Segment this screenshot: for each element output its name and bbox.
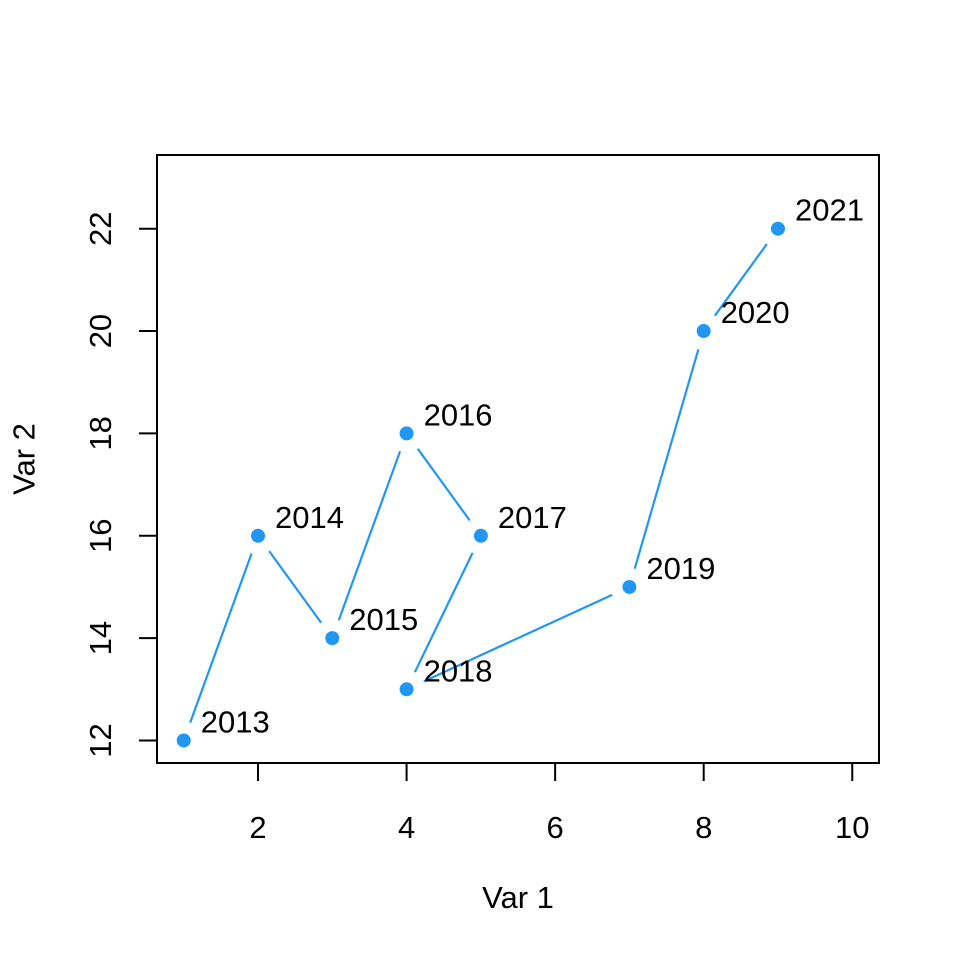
series-line-segment [713,243,768,317]
series-line-segment [337,450,402,621]
x-axis-tick-label: 8 [695,810,712,845]
point-label-2021: 2021 [795,193,864,228]
x-axis-tick-label: 4 [398,810,415,845]
series-line-segment [416,448,471,522]
data-point-2021 [770,221,785,236]
x-axis-tick-label: 2 [249,810,266,845]
data-point-2015 [325,631,340,646]
x-axis-title: Var 1 [482,880,554,915]
point-label-2013: 2013 [201,704,270,739]
data-point-2019 [622,579,637,594]
series-line-segment [413,552,474,673]
series-line-segment [423,593,613,683]
point-label-2017: 2017 [498,500,567,535]
point-label-2014: 2014 [275,500,344,535]
data-point-2014 [251,528,266,543]
point-label-2019: 2019 [646,551,715,586]
series-line-segment [633,348,700,570]
point-label-2015: 2015 [349,602,418,637]
data-point-2013 [176,733,191,748]
y-axis-tick-label: 20 [83,314,118,348]
y-axis-tick-label: 12 [83,723,118,757]
point-label-2018: 2018 [424,653,493,688]
point-label-2016: 2016 [424,397,493,432]
y-axis-title: Var 2 [6,423,42,495]
point-label-2020: 2020 [721,295,790,330]
y-axis-tick-label: 14 [83,621,118,655]
series-line-segment [268,550,323,624]
x-axis-tick-label: 10 [835,810,869,845]
series-line-segment [189,553,253,723]
plot-frame [156,154,880,764]
y-axis-tick-label: 22 [83,211,118,245]
data-point-2018 [399,682,414,697]
x-axis-tick-label: 6 [547,810,564,845]
y-axis-tick-label: 18 [83,416,118,450]
data-point-2020 [696,324,711,339]
data-point-2016 [399,426,414,441]
y-axis-tick-label: 16 [83,519,118,553]
data-point-2017 [473,528,488,543]
